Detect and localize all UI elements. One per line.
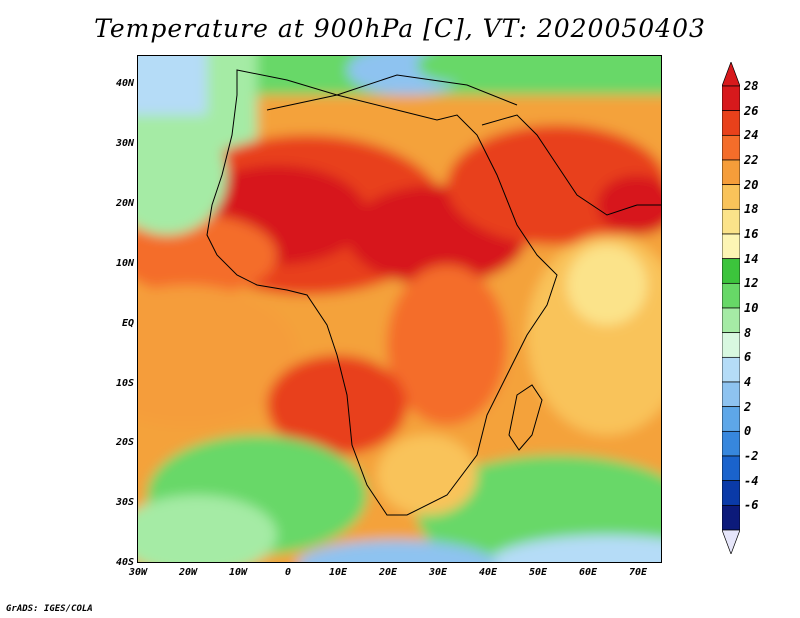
colorbar-swatch (722, 406, 740, 432)
lon-label: 0 (284, 567, 292, 578)
colorbar-swatch (722, 184, 740, 210)
colorbar-label: -6 (744, 498, 759, 513)
lon-label: 60E (578, 567, 598, 578)
colorbar-swatch (722, 282, 740, 309)
colorbar-label: 8 (744, 325, 752, 340)
colorbar-label: 24 (744, 128, 759, 143)
colorbar-label: 26 (744, 103, 759, 118)
colorbar-swatch (722, 430, 740, 457)
colorbar-swatch (722, 233, 740, 260)
lat-label: 40N (115, 78, 134, 89)
colorbar-bottom-arrow (722, 529, 740, 554)
colorbar-top-arrow (722, 62, 740, 87)
colorbar-swatch (722, 480, 740, 506)
colorbar-swatch (722, 356, 740, 383)
lat-label: 30S (115, 497, 134, 508)
credit-text: GrADS: IGES/COLA (6, 604, 93, 614)
colorbar-label: 4 (744, 375, 752, 389)
lat-label: 20S (115, 437, 134, 448)
colorbar-swatch (722, 258, 740, 284)
colorbar-label: 12 (744, 276, 759, 291)
colorbar-label: 6 (744, 350, 752, 365)
colorbar-swatch (722, 110, 740, 136)
colorbar-swatch (722, 159, 740, 186)
lon-label: 30E (428, 567, 448, 578)
colorbar-swatch (722, 504, 740, 531)
lon-label: 70E (628, 567, 648, 578)
colorbar-label: 2 (744, 399, 752, 414)
temperature-map (137, 55, 662, 563)
colorbar-label: 20 (744, 177, 759, 192)
colorbar (722, 62, 740, 554)
lat-label: 10N (115, 258, 134, 269)
colorbar-swatch (722, 134, 740, 161)
colorbar-swatch (722, 455, 740, 482)
colorbar-swatch (722, 208, 740, 235)
colorbar-swatch (722, 332, 740, 358)
lon-label: 10W (228, 567, 248, 578)
colorbar-label: -2 (744, 449, 759, 463)
colorbar-label: 14 (744, 251, 759, 266)
colorbar-label: 18 (744, 202, 759, 217)
plot-title: Temperature at 900hPa [C], VT: 202005040… (94, 14, 706, 43)
lon-label: 10E (328, 567, 348, 578)
lat-label: EQ (121, 318, 134, 329)
colorbar-swatch (722, 85, 740, 112)
lat-label: 20N (115, 198, 134, 209)
lon-label: 40E (478, 567, 498, 578)
colorbar-label: 16 (744, 227, 759, 241)
lat-label: 10S (115, 378, 134, 389)
lon-label: 20W (178, 567, 198, 578)
colorbar-label: 10 (744, 301, 759, 315)
colorbar-label: 22 (744, 153, 759, 167)
lon-label: 50E (528, 567, 548, 578)
lat-label: 40S (115, 557, 134, 568)
lon-label: 20E (378, 567, 398, 578)
colorbar-label: -4 (744, 473, 759, 488)
lon-label: 30W (128, 567, 148, 578)
colorbar-label: 0 (744, 424, 752, 439)
lat-label: 30N (115, 138, 134, 149)
colorbar-swatch (722, 307, 740, 334)
colorbar-label: 28 (744, 79, 759, 93)
colorbar-swatch (722, 381, 740, 408)
